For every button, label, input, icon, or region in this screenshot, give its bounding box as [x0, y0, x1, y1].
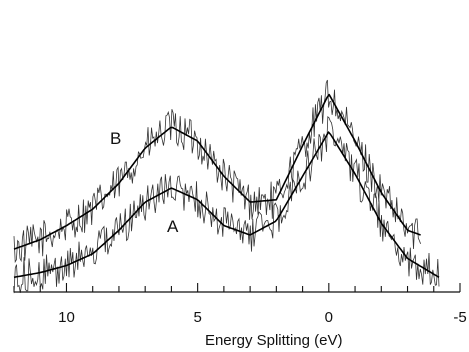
x-axis-label: Energy Splitting (eV) — [205, 332, 343, 349]
fit-curves — [13, 93, 440, 279]
x-tick-label: 10 — [58, 309, 75, 326]
x-tick-label: -5 — [453, 309, 466, 326]
raw-spectra — [13, 79, 440, 294]
x-axis-tick-labels: 10 5 0 -5 — [58, 309, 467, 326]
raw-trace-a — [13, 115, 440, 294]
series-label-b: B — [110, 129, 121, 148]
x-tick-label: 5 — [193, 309, 201, 326]
raw-trace-b — [13, 79, 421, 264]
fit-curve-a — [13, 131, 440, 279]
fit-curve-b — [13, 93, 421, 250]
x-axis-ticks — [13, 283, 461, 292]
x-tick-label: 0 — [325, 309, 333, 326]
series-label-a: A — [167, 217, 179, 236]
